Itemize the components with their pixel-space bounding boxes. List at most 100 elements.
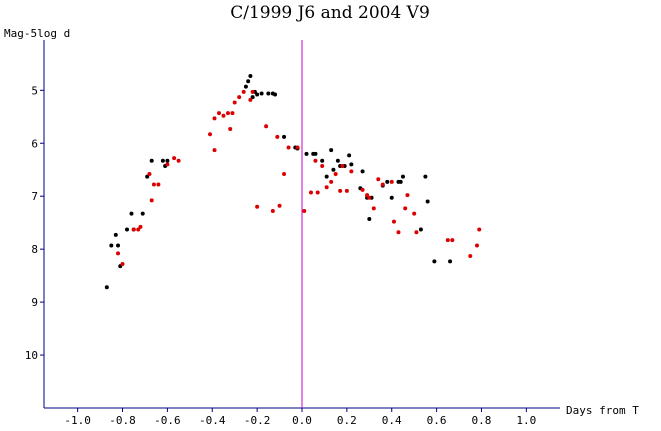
data-point <box>216 111 221 116</box>
data-point <box>335 158 340 163</box>
data-point <box>131 227 136 232</box>
data-point <box>371 206 376 211</box>
data-point <box>248 74 253 79</box>
x-tick-label: -0.4 <box>199 414 226 427</box>
data-point <box>138 224 143 229</box>
data-points <box>104 74 482 290</box>
series-0 <box>104 74 453 290</box>
data-point <box>400 174 405 179</box>
y-axis-ticks: 5 6 7 8 9 10 <box>25 84 44 362</box>
data-point <box>313 151 318 156</box>
data-point <box>113 232 118 237</box>
data-point <box>282 134 287 139</box>
x-tick-label: 0.2 <box>337 414 357 427</box>
data-point <box>250 95 255 100</box>
data-point <box>151 182 156 187</box>
data-point <box>389 195 394 200</box>
data-point <box>270 209 275 214</box>
data-point <box>282 171 287 176</box>
data-point <box>477 227 482 232</box>
data-point <box>302 209 307 214</box>
y-tick-label: 5 <box>31 84 38 97</box>
data-point <box>140 211 145 216</box>
data-point <box>324 174 329 179</box>
data-point <box>329 148 334 153</box>
data-point <box>295 145 300 150</box>
data-point <box>165 158 170 163</box>
data-point <box>308 190 313 195</box>
y-tick-label: 8 <box>31 243 38 256</box>
chart-title: C/1999 J6 and 2004 V9 <box>230 3 430 23</box>
data-point <box>149 198 154 203</box>
data-point <box>212 148 217 153</box>
data-point <box>248 97 253 102</box>
data-point <box>286 145 291 150</box>
data-point <box>104 285 109 290</box>
data-point <box>331 167 336 172</box>
y-tick-label: 9 <box>31 296 38 309</box>
data-point <box>246 79 251 84</box>
data-point <box>149 158 154 163</box>
data-point <box>315 190 320 195</box>
data-point <box>340 164 345 169</box>
data-point <box>367 195 372 200</box>
x-tick-label: 0.4 <box>382 414 402 427</box>
y-tick-label: 10 <box>25 349 38 362</box>
data-point <box>367 216 372 221</box>
data-point <box>116 243 121 248</box>
data-point <box>329 179 334 184</box>
data-point <box>172 156 177 161</box>
x-tick-label: -1.0 <box>64 414 91 427</box>
data-point <box>273 92 278 97</box>
data-point <box>385 179 390 184</box>
data-point <box>344 188 349 193</box>
data-point <box>418 227 423 232</box>
data-point <box>129 211 134 216</box>
x-tick-label: 1.0 <box>516 414 536 427</box>
data-point <box>116 251 121 256</box>
data-point <box>338 188 343 193</box>
x-tick-label: 0.8 <box>472 414 492 427</box>
data-point <box>349 162 354 167</box>
data-point <box>320 158 325 163</box>
data-point <box>376 177 381 182</box>
data-point <box>221 113 226 118</box>
data-point <box>237 95 242 100</box>
data-point <box>391 219 396 224</box>
data-point <box>412 211 417 216</box>
data-point <box>360 169 365 174</box>
data-point <box>405 193 410 198</box>
data-point <box>120 261 125 266</box>
data-point <box>304 151 309 156</box>
data-point <box>320 164 325 169</box>
data-point <box>230 111 235 116</box>
data-point <box>275 134 280 139</box>
data-point <box>109 243 114 248</box>
data-point <box>445 238 450 243</box>
data-point <box>450 238 455 243</box>
data-point <box>380 182 385 187</box>
data-point <box>360 187 365 192</box>
data-point <box>277 203 282 208</box>
x-tick-label: 0.0 <box>292 414 312 427</box>
data-point <box>414 230 419 235</box>
x-tick-label: -0.6 <box>154 414 181 427</box>
data-point <box>389 179 394 184</box>
y-tick-label: 7 <box>31 190 38 203</box>
data-point <box>212 116 217 121</box>
data-point <box>145 174 150 179</box>
data-point <box>423 174 428 179</box>
data-point <box>347 153 352 158</box>
x-axis-ticks: -1.0 -0.8 -0.6 -0.4 -0.2 0.0 0.2 0.4 0.6 0.8 1.0 <box>64 408 536 427</box>
x-tick-label: -0.8 <box>109 414 136 427</box>
x-axis-label: Days from T <box>566 404 639 417</box>
data-point <box>398 179 403 184</box>
data-point <box>313 158 318 163</box>
y-tick-label: 6 <box>31 137 38 150</box>
data-point <box>255 92 260 97</box>
data-point <box>125 227 130 232</box>
data-point <box>349 169 354 174</box>
data-point <box>232 100 237 105</box>
data-point <box>228 126 233 131</box>
